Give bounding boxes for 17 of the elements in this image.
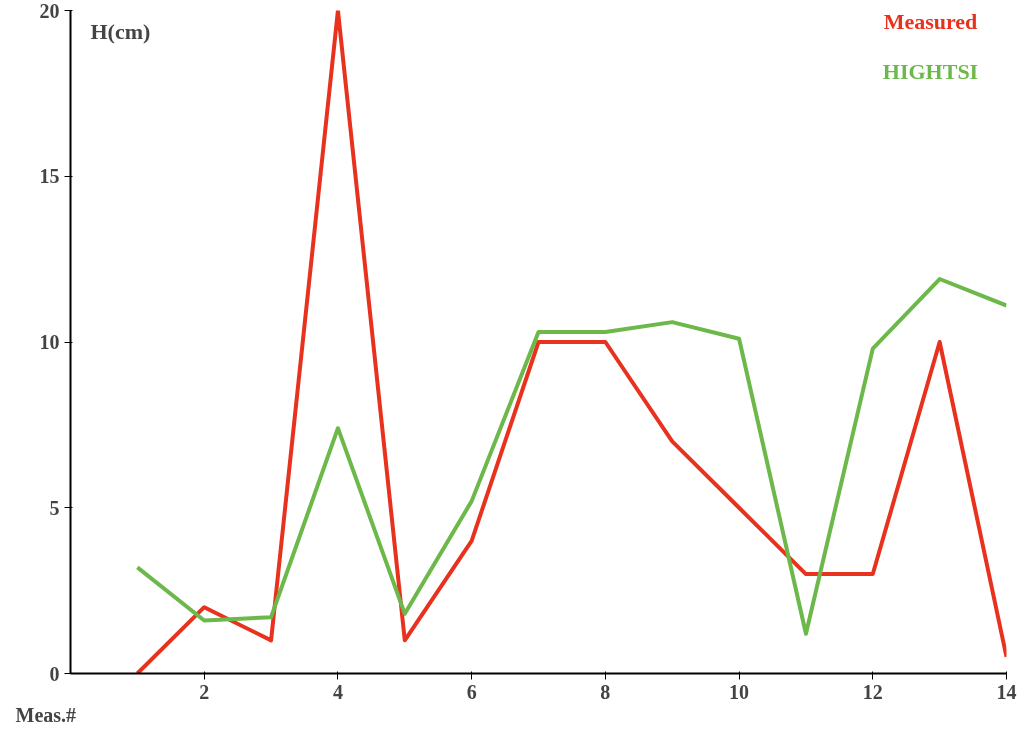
x-tick-label: 12 [862, 680, 883, 703]
text: HIGHTSI [882, 58, 979, 84]
x-tick-label: 6 [466, 680, 477, 703]
x-tick-label: 8 [600, 680, 611, 703]
text: Measured [883, 8, 978, 34]
y-tick-label: 5 [49, 496, 60, 519]
y-tick-label: 0 [49, 662, 60, 685]
y-axis-title: H(cm) [90, 18, 151, 44]
x-tick-label: 14 [996, 680, 1017, 703]
x-axis-title: Meas.# [15, 703, 77, 726]
x-tick-label: 10 [729, 680, 750, 703]
x-tick-label: 2 [199, 680, 210, 703]
x-tick-label: 4 [332, 680, 343, 703]
line-series [135, 277, 1007, 636]
y-tick-label: 20 [39, 0, 60, 22]
y-tick-label: 15 [39, 165, 60, 188]
y-tick-label: 10 [39, 331, 60, 353]
